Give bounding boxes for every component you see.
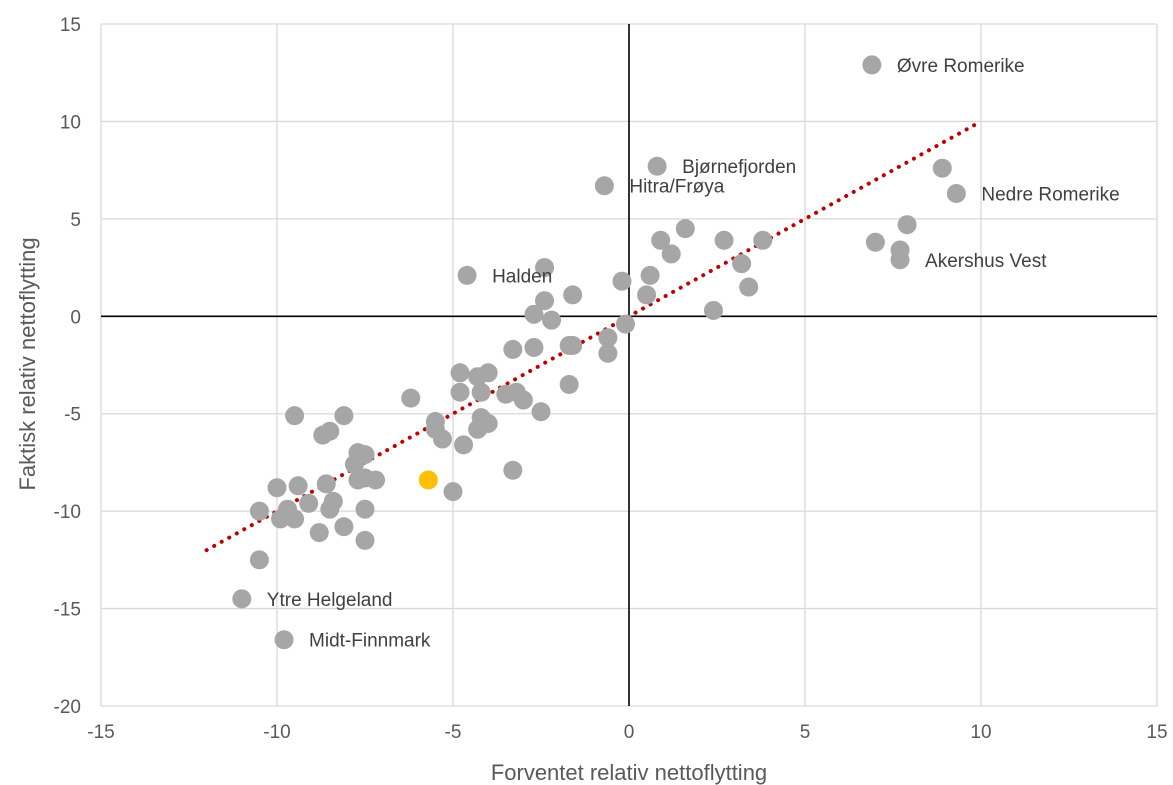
data-point xyxy=(334,406,354,426)
labeled-data-point xyxy=(862,55,882,75)
data-point xyxy=(496,384,516,404)
data-point xyxy=(299,493,319,513)
data-point xyxy=(563,285,583,305)
data-point xyxy=(524,337,544,357)
data-point xyxy=(651,230,671,250)
data-point xyxy=(450,382,470,402)
y-tick-label: -15 xyxy=(54,600,81,621)
data-point xyxy=(249,550,269,570)
y-tick-label: -10 xyxy=(54,502,81,523)
x-tick-label: 0 xyxy=(624,722,635,743)
point-label: Hitra/Frøya xyxy=(629,177,724,198)
data-point xyxy=(355,530,375,550)
data-point xyxy=(288,476,308,496)
data-point xyxy=(675,219,695,239)
data-point xyxy=(524,304,544,324)
y-axis-title: Faktisk relativ nettoflytting xyxy=(15,237,40,490)
data-point xyxy=(344,454,364,474)
data-point xyxy=(271,509,291,529)
data-point xyxy=(559,374,579,394)
point-label: Bjørnefjorden xyxy=(682,157,796,178)
data-point xyxy=(401,388,421,408)
labeled-data-point xyxy=(232,589,252,609)
y-tick-labels: -20 -15 -10 -5 0 5 10 15 xyxy=(54,15,81,718)
data-point xyxy=(542,310,562,330)
data-point xyxy=(739,277,759,297)
data-point xyxy=(897,215,917,235)
x-axis-title: Forventet relativ nettoflytting xyxy=(491,760,767,785)
trendline-path xyxy=(204,119,983,553)
labeled-data-point xyxy=(274,630,294,650)
data-point xyxy=(468,367,488,387)
point-label: Nedre Romerike xyxy=(981,185,1119,206)
data-point xyxy=(661,244,681,264)
data-point xyxy=(865,232,885,252)
data-point xyxy=(932,158,952,178)
data-point xyxy=(334,517,354,537)
data-point xyxy=(355,499,375,519)
data-point xyxy=(468,419,488,439)
data-point xyxy=(703,300,723,320)
data-point xyxy=(443,482,463,502)
y-tick-label: -5 xyxy=(64,405,81,426)
point-label: Øvre Romerike xyxy=(897,56,1025,77)
data-point xyxy=(753,230,773,250)
data-point xyxy=(285,406,305,426)
data-point xyxy=(637,285,657,305)
labeled-data-point xyxy=(594,176,614,196)
data-point xyxy=(535,291,555,311)
data-point xyxy=(450,363,470,383)
y-tick-label: 5 xyxy=(70,210,81,231)
labeled-data-point xyxy=(890,250,910,270)
point-label: Midt-Finnmark xyxy=(309,631,431,652)
data-point xyxy=(503,460,523,480)
data-points xyxy=(232,55,966,650)
x-tick-label: 5 xyxy=(800,722,811,743)
data-point xyxy=(309,523,329,543)
axes xyxy=(101,24,1157,706)
labeled-data-point xyxy=(946,184,966,204)
point-label: Akershus Vest xyxy=(925,251,1047,272)
data-point xyxy=(366,470,386,490)
trendline xyxy=(204,119,983,553)
data-point xyxy=(503,339,523,359)
y-tick-label: 0 xyxy=(70,307,81,328)
data-point xyxy=(531,402,551,422)
highlighted-data-point xyxy=(418,470,438,490)
x-tick-label: 10 xyxy=(970,722,991,743)
data-point xyxy=(612,271,632,291)
y-tick-label: 15 xyxy=(60,15,81,36)
y-tick-label: 10 xyxy=(60,112,81,133)
data-point xyxy=(559,336,579,356)
x-tick-labels: -15 -10 -5 0 5 10 15 xyxy=(87,722,1167,743)
x-tick-label: -10 xyxy=(263,722,290,743)
data-point xyxy=(471,382,491,402)
x-tick-label: 15 xyxy=(1146,722,1167,743)
data-point xyxy=(316,474,336,494)
x-tick-label: -15 xyxy=(87,722,114,743)
data-point xyxy=(320,421,340,441)
data-point xyxy=(513,390,533,410)
y-tick-label: -20 xyxy=(54,697,81,718)
data-point xyxy=(425,419,445,439)
data-point xyxy=(598,328,618,348)
labeled-data-point xyxy=(457,265,477,285)
data-point xyxy=(640,265,660,285)
labeled-data-point xyxy=(647,156,667,176)
point-label: Halden xyxy=(492,266,552,287)
data-point xyxy=(454,435,474,455)
data-point xyxy=(598,343,618,363)
data-point xyxy=(732,254,752,274)
data-point xyxy=(267,478,287,498)
data-point xyxy=(714,230,734,250)
point-label: Ytre Helgeland xyxy=(267,590,393,611)
data-point xyxy=(535,258,555,278)
x-tick-label: -5 xyxy=(445,722,462,743)
data-point xyxy=(615,314,635,334)
data-point xyxy=(323,491,343,511)
data-point xyxy=(249,501,269,521)
